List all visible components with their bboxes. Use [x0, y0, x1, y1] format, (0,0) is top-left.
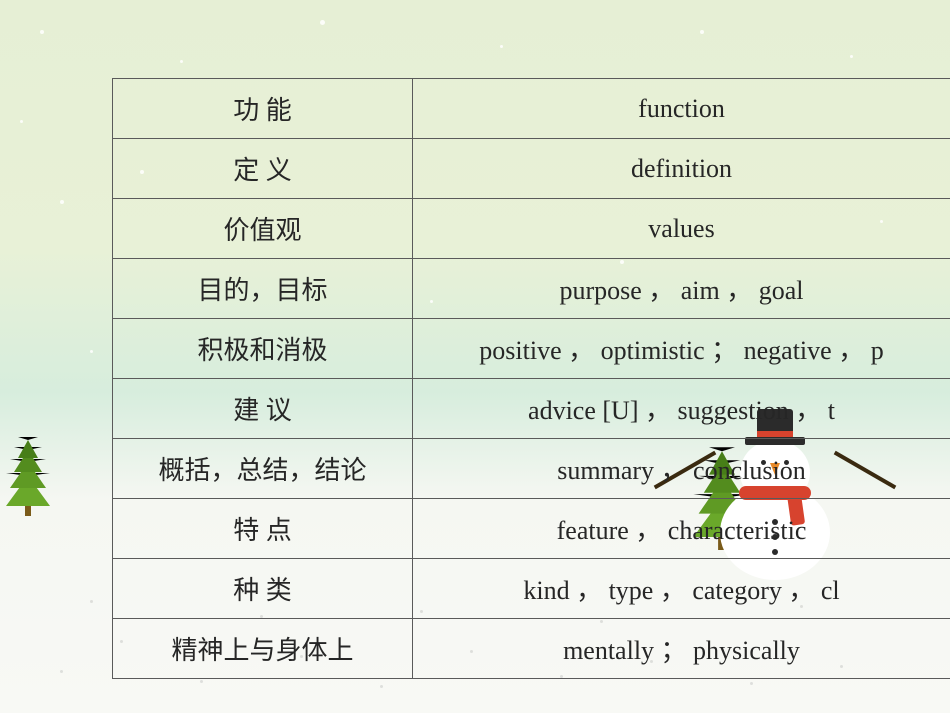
- table-row: 种 类 kind ， type ， category ， cl: [113, 559, 950, 619]
- cell-english: summary ， conclusion: [413, 439, 950, 499]
- tree-icon: [6, 436, 50, 516]
- cell-chinese: 建 议: [113, 379, 413, 439]
- table-row: 目的，目标 purpose ， aim ， goal: [113, 259, 950, 319]
- cell-english: positive ， optimistic ； negative ， p: [413, 319, 950, 379]
- cell-chinese: 价值观: [113, 199, 413, 259]
- table-row: 概括，总结，结论 summary ， conclusion: [113, 439, 950, 499]
- cell-chinese: 概括，总结，结论: [113, 439, 413, 499]
- cell-english: function: [413, 79, 950, 139]
- cell-english: feature ， characteristic: [413, 499, 950, 559]
- cell-chinese: 积极和消极: [113, 319, 413, 379]
- vocab-table-wrap: 功 能 function 定 义 definition 价值观 values 目…: [112, 78, 950, 679]
- cell-english: purpose ， aim ， goal: [413, 259, 950, 319]
- cell-english: definition: [413, 139, 950, 199]
- cell-english: kind ， type ， category ， cl: [413, 559, 950, 619]
- table-row: 精神上与身体上 mentally ； physically: [113, 619, 950, 679]
- cell-chinese: 特 点: [113, 499, 413, 559]
- cell-english: mentally ； physically: [413, 619, 950, 679]
- vocab-table-body: 功 能 function 定 义 definition 价值观 values 目…: [113, 79, 950, 679]
- table-row: 特 点 feature ， characteristic: [113, 499, 950, 559]
- cell-chinese: 精神上与身体上: [113, 619, 413, 679]
- table-row: 功 能 function: [113, 79, 950, 139]
- table-row: 积极和消极 positive ， optimistic ； negative ，…: [113, 319, 950, 379]
- vocab-table: 功 能 function 定 义 definition 价值观 values 目…: [112, 78, 950, 679]
- cell-chinese: 功 能: [113, 79, 413, 139]
- cell-chinese: 种 类: [113, 559, 413, 619]
- cell-chinese: 目的，目标: [113, 259, 413, 319]
- table-row: 建 议 advice [U] ， suggestion ， t: [113, 379, 950, 439]
- table-row: 价值观 values: [113, 199, 950, 259]
- cell-english: advice [U] ， suggestion ， t: [413, 379, 950, 439]
- cell-english: values: [413, 199, 950, 259]
- table-row: 定 义 definition: [113, 139, 950, 199]
- cell-chinese: 定 义: [113, 139, 413, 199]
